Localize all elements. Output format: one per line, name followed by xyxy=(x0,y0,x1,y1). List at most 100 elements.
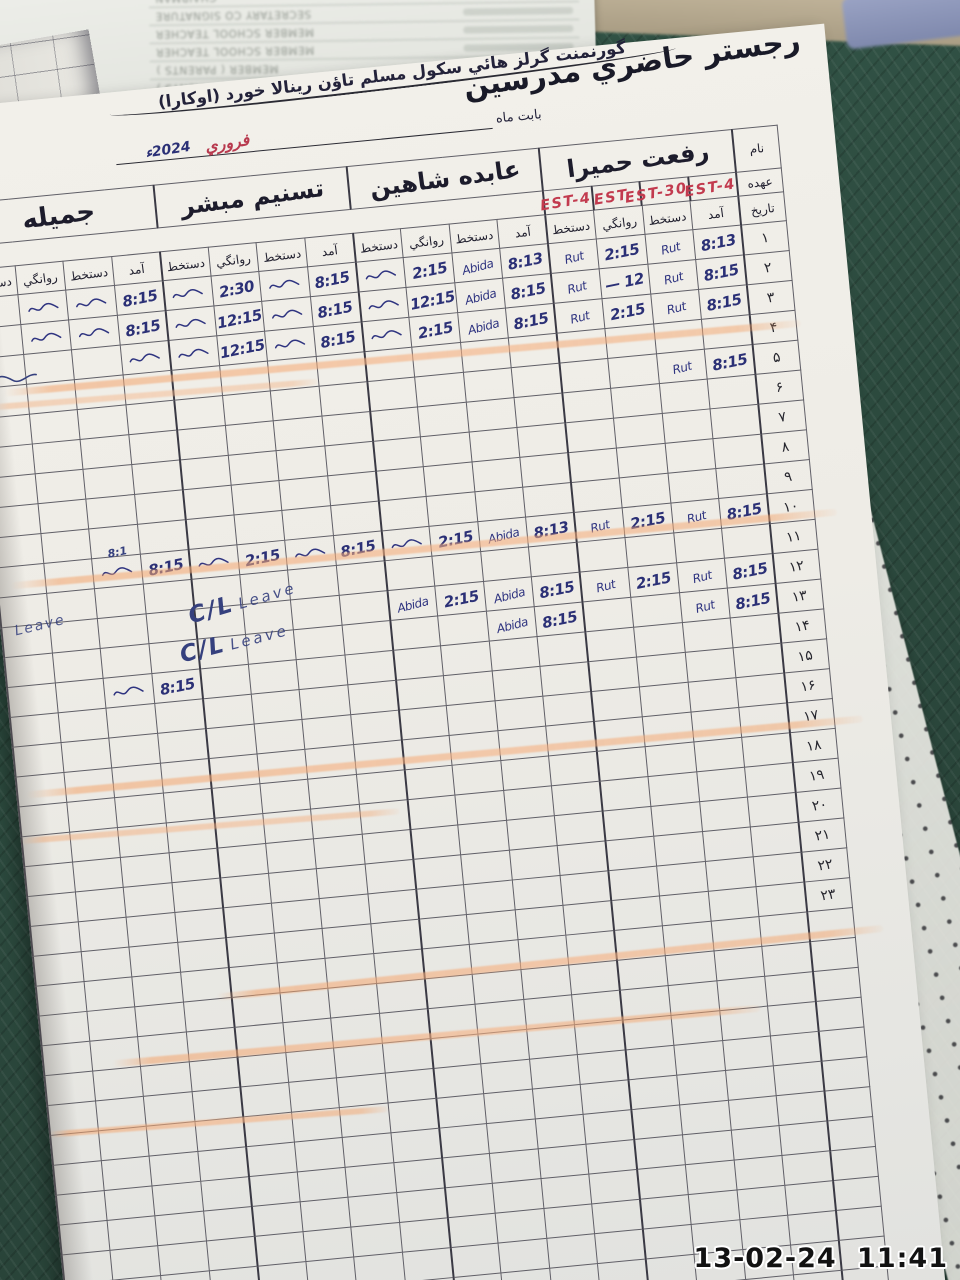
time-entry: 8:15 xyxy=(120,286,159,311)
attendance-cell xyxy=(500,755,552,791)
time-entry: 8:15 xyxy=(537,577,577,603)
attendance-cell xyxy=(176,425,228,460)
attendance-cell xyxy=(543,691,595,727)
attendance-cell xyxy=(472,969,524,1005)
column-label: روانگي xyxy=(207,241,260,277)
attendance-cell xyxy=(40,528,92,564)
attendance-cell xyxy=(779,1120,831,1156)
attendance-cell xyxy=(378,496,430,531)
attendance-cell xyxy=(761,941,813,977)
attendance-cell xyxy=(276,446,328,481)
attendance-cell xyxy=(72,857,124,892)
attendance-cell xyxy=(152,1181,204,1216)
attendance-cell xyxy=(586,1139,638,1175)
attendance-cell xyxy=(173,395,226,431)
attendance-cell xyxy=(262,809,314,844)
signature-scribble xyxy=(175,318,206,328)
attendance-cell xyxy=(132,972,184,1007)
attendance-cell xyxy=(398,705,450,741)
attendance-cell xyxy=(577,1049,629,1085)
attendance-cell xyxy=(389,615,441,651)
time-entry: 8:15 xyxy=(730,558,769,584)
attendance-cell xyxy=(288,1077,340,1113)
attendance-cell xyxy=(315,351,367,387)
attendance-cell xyxy=(605,836,657,871)
attendance-cell xyxy=(109,733,161,768)
blurred-name-streak xyxy=(463,7,574,16)
attendance-cell xyxy=(617,955,669,991)
name-label: نام xyxy=(731,125,782,173)
attendance-cell xyxy=(347,680,399,715)
attendance-cell xyxy=(318,381,370,417)
attendance-cell xyxy=(251,1201,303,1237)
attendance-cell xyxy=(94,584,146,619)
attendance-cell xyxy=(432,1063,485,1099)
signature-scribble xyxy=(113,686,144,696)
day-number-cell: ۲۱ xyxy=(798,817,847,853)
attendance-cell: 8:15 xyxy=(727,583,779,618)
attendance-cell xyxy=(625,1045,677,1080)
attendance-cell: 8:15 xyxy=(151,668,203,704)
attendance-cell xyxy=(402,1247,454,1280)
attendance-cell: 8:15 xyxy=(698,284,750,320)
signature-scribble xyxy=(269,279,300,289)
attendance-cell xyxy=(438,611,490,646)
attendance-cell xyxy=(497,726,549,761)
attendance-cell xyxy=(486,1118,539,1154)
day-number: ۹ xyxy=(783,468,794,486)
attendance-cell xyxy=(27,891,79,927)
attendance-cell xyxy=(149,1151,201,1186)
attendance-cell xyxy=(78,917,130,952)
attendance-cell xyxy=(55,1190,107,1226)
attendance-cell xyxy=(222,390,274,426)
attendance-cell xyxy=(32,951,84,987)
attendance-cell xyxy=(580,1079,632,1115)
signature-entry: Rut xyxy=(563,248,586,267)
attendance-cell xyxy=(9,712,61,748)
day-number-cell xyxy=(835,1206,885,1241)
attendance-cell xyxy=(125,400,177,435)
teacher-name-text: جميله xyxy=(20,196,98,236)
day-number: ۳ xyxy=(766,289,777,307)
attendance-cell xyxy=(248,659,300,695)
signature-scribble xyxy=(172,289,204,299)
signature-entry: Rut xyxy=(565,278,589,297)
attendance-cell xyxy=(512,875,564,910)
attendance-cell xyxy=(206,1236,258,1271)
attendance-cell xyxy=(341,620,393,656)
attendance-cell xyxy=(199,664,251,699)
attendance-cell xyxy=(376,978,428,1014)
day-number-cell: ۱۱ xyxy=(769,519,818,554)
attendance-cell: Abida xyxy=(454,278,506,313)
day-number: ۵ xyxy=(771,348,782,366)
day-number-cell xyxy=(815,997,864,1032)
day-number: ۲ xyxy=(763,259,774,277)
attendance-cell xyxy=(639,682,691,717)
attendance-cell xyxy=(455,790,507,825)
attendance-cell: 8:15 xyxy=(114,280,166,316)
signature-entry: Abida xyxy=(460,256,495,278)
attendance-cell: 8:15 xyxy=(333,530,385,566)
attendance-cell xyxy=(509,845,561,881)
attendance-cell xyxy=(407,795,459,830)
time-entry: 12:15 xyxy=(408,287,456,314)
attendance-cell xyxy=(514,392,566,428)
time-entry: 8:15 xyxy=(710,349,749,375)
attendance-cell xyxy=(537,631,589,667)
attendance-cell xyxy=(725,1065,777,1101)
attendance-cell xyxy=(616,443,668,478)
attendance-cell xyxy=(396,1187,448,1223)
attendance-cell xyxy=(492,666,544,701)
attendance-cell xyxy=(35,469,87,504)
attendance-cell xyxy=(294,1137,346,1172)
attendance-cell xyxy=(736,1185,788,1220)
attendance-cell xyxy=(750,822,802,857)
attendance-cell xyxy=(18,802,70,837)
attendance-cell xyxy=(335,560,387,596)
time-entry: 2:15 xyxy=(410,258,449,284)
attendance-cell xyxy=(134,489,186,525)
day-number: ۲۲ xyxy=(817,855,835,875)
attendance-cell xyxy=(589,1169,641,1204)
register-page: رجستر حاضري مدرسين گورنمنت گرلز هائي سكو… xyxy=(0,23,960,1280)
